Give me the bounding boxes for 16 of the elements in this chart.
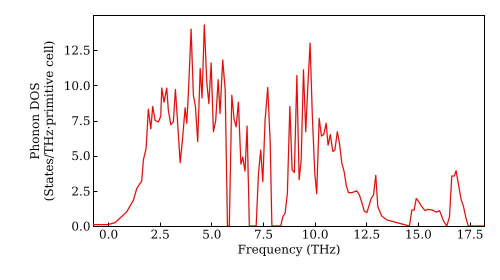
x-axis-title: Frequency (THz) [238,242,340,256]
x-tick-label: 17.5 [456,228,484,242]
y-tick-label: 12.5 [64,44,90,58]
x-tick-label: 5.0 [202,228,222,242]
x-tick-label: 15.0 [405,228,432,242]
x-tick-label: 7.5 [254,228,274,242]
y-axis-title: Phonon DOS (States/THz·primitive cell) [28,40,56,202]
y-tick-label: 10.0 [64,78,90,93]
x-tick-label: 0.0 [99,228,118,242]
y-tick-label: 2.5 [71,184,90,198]
x-tick-label: 10.0 [302,228,328,242]
y-tick-label: 5.0 [71,149,90,164]
y-tick-label: 7.5 [71,114,90,128]
line-series [93,24,484,226]
x-tick-label: 2.5 [150,228,170,242]
x-tick-label: 12.5 [353,228,380,242]
